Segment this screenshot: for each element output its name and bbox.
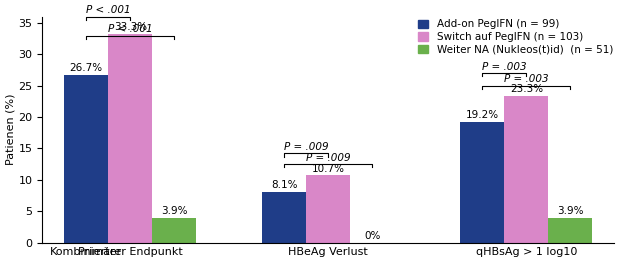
Text: P < .001: P < .001 <box>108 24 153 34</box>
Bar <box>461 122 505 242</box>
Bar <box>262 192 306 242</box>
Text: P < .001: P < .001 <box>86 6 131 16</box>
Text: P = .003: P = .003 <box>482 62 527 72</box>
Y-axis label: Patienen (%): Patienen (%) <box>6 94 16 165</box>
Text: 26.7%: 26.7% <box>69 63 103 73</box>
Bar <box>549 218 593 242</box>
Bar <box>505 96 549 242</box>
Text: P = .009: P = .009 <box>284 142 329 152</box>
Text: P = .003: P = .003 <box>504 74 549 84</box>
Bar <box>64 75 108 242</box>
Text: 19.2%: 19.2% <box>466 110 499 120</box>
Text: 23.3%: 23.3% <box>510 84 543 94</box>
Text: 8.1%: 8.1% <box>271 180 298 190</box>
Text: 3.9%: 3.9% <box>161 206 187 216</box>
Bar <box>108 34 153 242</box>
Text: 10.7%: 10.7% <box>312 164 345 174</box>
Text: 3.9%: 3.9% <box>557 206 583 216</box>
Text: 0%: 0% <box>364 231 381 241</box>
Bar <box>153 218 197 242</box>
Legend: Add-on PegIFN (n = 99), Switch auf PegIFN (n = 103), Weiter NA (Nukleos(t)id)  (: Add-on PegIFN (n = 99), Switch auf PegIF… <box>415 17 615 57</box>
Text: 33.3%: 33.3% <box>113 22 147 32</box>
Bar <box>306 175 350 242</box>
Text: P = .009: P = .009 <box>306 153 351 163</box>
